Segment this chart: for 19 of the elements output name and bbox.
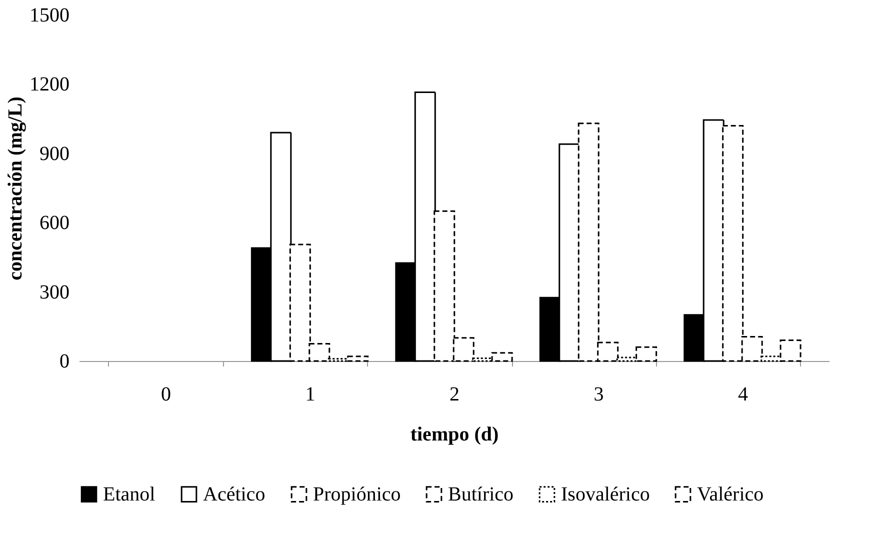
y-tick-label: 300: [40, 281, 70, 304]
x-tick-label: 3: [594, 384, 604, 406]
x-tick-label: 2: [450, 384, 460, 406]
x-tick-label: 4: [738, 384, 748, 406]
y-tick-label: 1500: [30, 4, 70, 26]
x-axis-title: tiempo (d): [410, 424, 499, 446]
legend-label: Acético: [203, 483, 266, 506]
y-tick-label: 1200: [30, 74, 70, 96]
y-tick-label: 900: [40, 142, 70, 165]
x-tick-label: 1: [305, 384, 316, 406]
legend-label: Isovalérico: [561, 483, 650, 506]
x-tick-label: 0: [161, 384, 172, 406]
legend-label: Propiónico: [313, 483, 401, 506]
legend-label: Butírico: [448, 483, 514, 506]
y-tick-label: 0: [60, 350, 70, 372]
y-tick-label: 600: [40, 212, 70, 234]
y-axis-title: concentración (mg/L): [4, 96, 26, 280]
legend-label: Etanol: [103, 483, 156, 506]
legend-label: Valérico: [697, 483, 764, 506]
